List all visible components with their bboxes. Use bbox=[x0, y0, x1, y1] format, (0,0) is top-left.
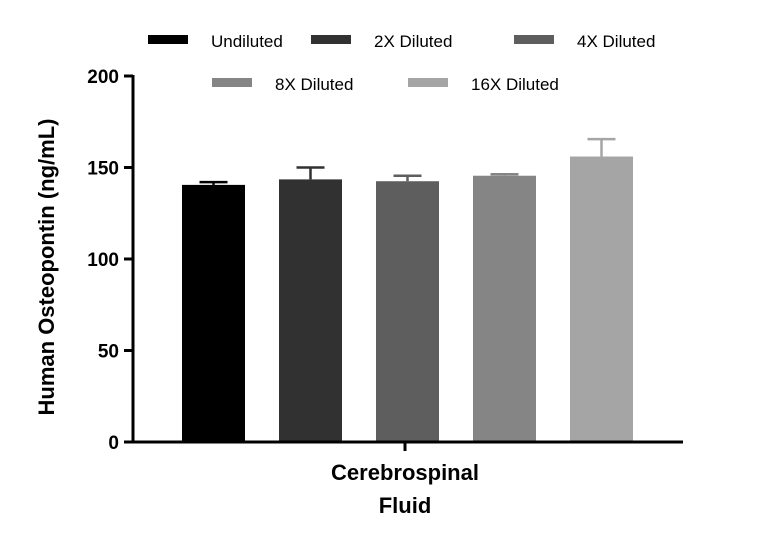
x-category-label: Cerebrospinal bbox=[331, 460, 479, 485]
legend-swatch bbox=[408, 78, 448, 87]
legend-swatch bbox=[212, 78, 252, 87]
y-tick-label: 100 bbox=[87, 250, 119, 271]
legend-swatch bbox=[148, 35, 188, 44]
legend-label: 8X Diluted bbox=[275, 75, 353, 94]
legend-label: 2X Diluted bbox=[374, 32, 452, 51]
x-category-label: Fluid bbox=[379, 493, 432, 518]
y-axis-title: Human Osteopontin (ng/mL) bbox=[34, 119, 59, 416]
legend-label: Undiluted bbox=[211, 32, 283, 51]
y-tick-label: 50 bbox=[98, 342, 119, 363]
bar bbox=[279, 179, 342, 442]
y-tick-label: 0 bbox=[108, 433, 119, 454]
bar bbox=[182, 184, 245, 442]
y-tick-label: 150 bbox=[87, 159, 119, 180]
bar bbox=[473, 175, 536, 443]
y-axis: 0 50 100 150 200 Human Osteopontin (ng/mL) bbox=[34, 67, 135, 454]
bars bbox=[182, 137, 633, 443]
legend-label: 4X Diluted bbox=[577, 32, 655, 51]
bar bbox=[570, 156, 633, 442]
y-tick-label: 200 bbox=[87, 67, 119, 88]
legend: Undiluted 2X Diluted 4X Diluted 8X Diluted 1… bbox=[148, 32, 655, 94]
legend-swatch bbox=[514, 35, 554, 44]
bar bbox=[376, 181, 439, 442]
legend-swatch bbox=[311, 35, 351, 44]
legend-label: 16X Diluted bbox=[471, 75, 559, 94]
x-axis: Cerebrospinal Fluid bbox=[132, 440, 683, 518]
